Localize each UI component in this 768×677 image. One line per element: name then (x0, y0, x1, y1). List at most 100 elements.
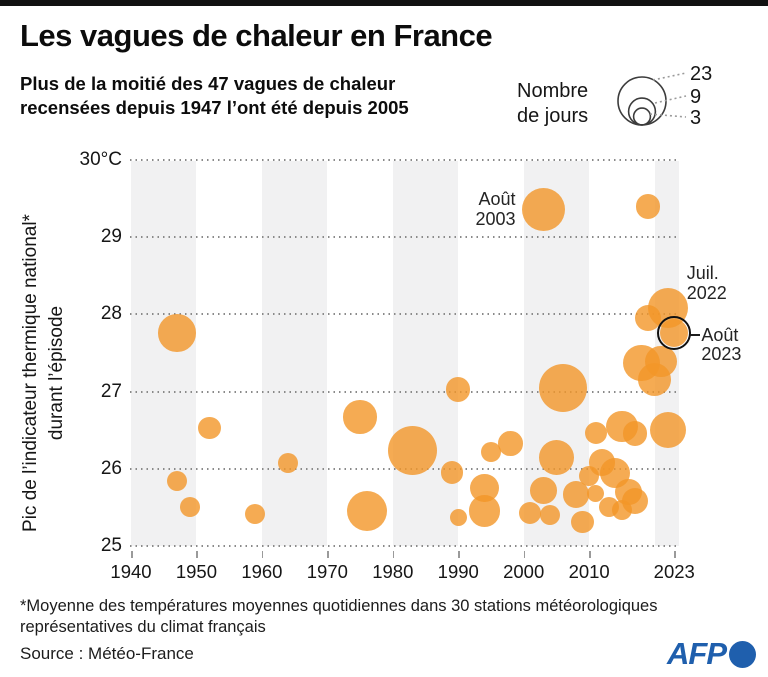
x-tick-label-1960: 1960 (241, 561, 283, 582)
legend-value-9: 9 (690, 86, 701, 108)
heatwave-bubble-2005 (539, 439, 574, 475)
annotation-line-2: 2022 (686, 282, 727, 303)
x-tick-mark-1950 (196, 551, 198, 558)
decade-stripe-1960 (261, 161, 328, 546)
heatwave-bubble-1959 (245, 503, 266, 524)
gridline-29c (130, 236, 679, 239)
annotation-line-2: 2023 (701, 344, 742, 365)
footnote-line-1: *Moyenne des températures moyennes quoti… (20, 597, 658, 615)
heatwave-bubble-1975 (343, 400, 377, 434)
y-tick-label-25: 25 (100, 535, 122, 556)
heatwave-bubble-2017 (622, 421, 648, 446)
x-tick-label-1990: 1990 (437, 561, 479, 582)
annotation-line-1: Août (701, 324, 739, 345)
heatwave-bubble-1990 (449, 508, 467, 527)
y-axis-title-line-1: Pic de l’indicateur thermique national* (20, 214, 41, 532)
afp-logo-text: AFP (667, 636, 727, 671)
top-black-bar (0, 0, 768, 6)
heatwave-bubble-1976 (346, 491, 387, 532)
heatwave-bubble-2006 (538, 363, 587, 412)
annotation-leader-line (690, 333, 701, 336)
y-tick-label-27: 27 (100, 380, 122, 402)
decade-stripe-1980 (392, 161, 459, 546)
heatwave-bubble-2021 (645, 345, 677, 378)
legend-circle-3-days (632, 107, 652, 126)
decade-stripe-1940 (131, 161, 197, 546)
heatwave-bubble-1998 (498, 431, 523, 456)
footnote: *Moyenne des températures moyennes quoti… (20, 596, 657, 638)
x-tick-mark-1970 (327, 551, 329, 558)
x-tick-label-1970: 1970 (306, 561, 348, 582)
subtitle-line-1: Plus de la moitié des 47 vagues de chale… (20, 73, 396, 94)
x-tick-mark-1960 (261, 551, 264, 558)
heatwave-bubble-1952 (198, 416, 221, 440)
heatwave-bubble-1989 (440, 461, 463, 484)
heatwave-bubble-1964 (278, 453, 299, 474)
legend-circle-9-days (627, 97, 657, 126)
heatwave-bubble-2003 (521, 187, 566, 232)
x-tick-label-2010: 2010 (568, 561, 610, 582)
x-tick-label-1950: 1950 (175, 561, 218, 582)
x-tick-label-2000: 2000 (503, 561, 545, 582)
annotation-aot-2023: Août 2023 (701, 324, 742, 365)
x-tick-mark-1990 (458, 551, 460, 558)
legend-label-line-2: de jours (517, 105, 589, 127)
heatwave-bubble-2017 (621, 487, 649, 515)
x-tick-label-2023: 2023 (653, 561, 695, 582)
x-tick-mark-1940 (131, 551, 133, 558)
heatwave-bubble-2019 (635, 194, 661, 219)
annotation-line-2: 2003 (475, 208, 516, 229)
heatwave-bubble-1947 (158, 314, 196, 352)
y-tick-label-30: 30°C (79, 149, 122, 170)
y-tick-label-28: 28 (100, 303, 122, 325)
gridline-28c (130, 313, 679, 316)
heatwave-bubble-1994 (468, 495, 501, 528)
afp-logo: AFP (667, 636, 756, 672)
heatwave-bubble-2011 (584, 422, 607, 445)
page-title: Les vagues de chaleur en France (20, 18, 493, 53)
x-tick-mark-2000 (523, 551, 526, 558)
legend-value-3: 3 (690, 107, 701, 129)
bubble-size-legend-label: Nombre de jours (517, 79, 588, 129)
heatwave-bubble-2003 (530, 477, 557, 504)
legend-circle-23-days (617, 76, 667, 126)
heatwave-bubble-2001 (519, 501, 542, 524)
gridline-27c (130, 390, 679, 393)
heatwave-bubble-2004 (539, 505, 560, 526)
legend-label-line-1: Nombre (517, 80, 589, 102)
chart-subtitle: Plus de la moitié des 47 vagues de chale… (20, 72, 409, 120)
heatwave-bubble-1990 (446, 377, 471, 402)
x-tick-mark-2023 (674, 551, 676, 558)
subtitle-line-2: recensées depuis 1947 l’ont été depuis 2… (20, 97, 409, 118)
heatwave-bubble-1983 (387, 425, 437, 475)
footnote-line-2: représentatives du climat français (20, 618, 266, 636)
heatwave-bubble-1995 (480, 441, 501, 462)
afp-logo-circle-icon (729, 640, 756, 668)
legend-leader-9 (654, 95, 687, 104)
y-axis-title-line-2: durant l’épisode (46, 305, 67, 441)
heatwave-bubble-2022 (649, 412, 686, 449)
y-axis-title: Pic de l’indicateur thermique national* … (18, 195, 70, 551)
source-credit: Source : Météo-France (20, 644, 194, 663)
highlight-ring-2023 (657, 315, 692, 351)
x-tick-label-1940: 1940 (110, 561, 152, 582)
heatwave-bubble-2009 (571, 510, 594, 534)
annotation-aot-2003: Août 2003 (476, 190, 516, 229)
heatwave-bubble-2011 (587, 484, 605, 503)
x-tick-mark-1980 (392, 551, 395, 558)
bubble-size-legend: 23 9 3 (617, 63, 712, 129)
annotation-line-1: Août (478, 189, 516, 210)
x-tick-mark-2010 (589, 551, 591, 558)
legend-value-23: 23 (690, 63, 712, 85)
legend-leader-23 (652, 72, 687, 81)
y-tick-label-26: 26 (100, 457, 122, 479)
gridline-30c (130, 159, 679, 161)
x-tick-label-1980: 1980 (372, 561, 414, 582)
annotation-juil-2022: Juil. 2022 (687, 264, 727, 303)
heatwave-bubble-1949 (179, 497, 200, 518)
annotation-line-1: Juil. (686, 263, 719, 284)
legend-leader-3 (649, 113, 687, 118)
gridline-25c (130, 545, 679, 547)
heatwave-bubble-1947 (166, 471, 187, 492)
